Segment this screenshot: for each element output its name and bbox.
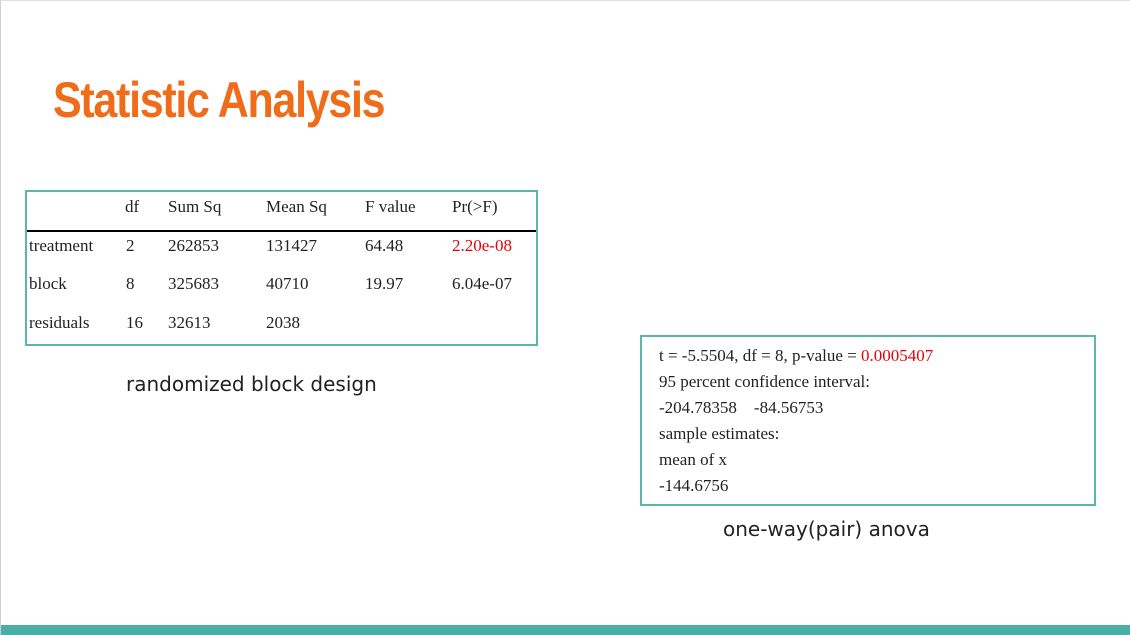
cell-f-value: 64.48 — [365, 236, 404, 255]
header-f-value: F value — [365, 197, 416, 216]
ttest-p-value: 0.0005407 — [861, 346, 934, 365]
cell-df: 2 — [126, 236, 135, 255]
row-label: block — [29, 274, 67, 293]
row-label: treatment — [29, 236, 94, 255]
ttest-statistic-text: t = -5.5504, df = 8, p-value = — [659, 346, 862, 365]
ttest-statistic-line: t = -5.5504, df = 8, p-value = 0.0005407 — [659, 346, 933, 366]
header-sum-sq: Sum Sq — [168, 197, 222, 216]
cell-df: 16 — [126, 313, 143, 332]
ttest-ci-values: -204.78358 -84.56753 — [659, 398, 824, 417]
slide-title: Statistic Analysis — [53, 72, 386, 128]
cell-sum-sq: 325683 — [168, 274, 219, 293]
cell-df: 8 — [126, 274, 135, 293]
ttest-estimate-label: mean of x — [659, 450, 727, 469]
ttest-output-box: t = -5.5504, df = 8, p-value = 0.0005407… — [640, 335, 1096, 506]
cell-mean-sq: 131427 — [266, 236, 317, 255]
cell-p-value: 2.20e-08 — [452, 236, 512, 255]
row-label: residuals — [29, 313, 90, 332]
anova-table: df Sum Sq Mean Sq F value Pr(>F) treatme… — [25, 190, 538, 346]
cell-f-value: 19.97 — [365, 274, 404, 293]
ttest-caption: one-way(pair) anova — [723, 517, 930, 541]
header-p-value: Pr(>F) — [452, 197, 498, 216]
cell-sum-sq: 262853 — [168, 236, 219, 255]
footer-bar — [1, 625, 1130, 635]
cell-p-value: 6.04e-07 — [452, 274, 512, 293]
cell-mean-sq: 2038 — [266, 313, 300, 332]
header-divider — [27, 230, 536, 232]
cell-sum-sq: 32613 — [168, 313, 211, 332]
header-mean-sq: Mean Sq — [266, 197, 327, 216]
ttest-estimates-heading: sample estimates: — [659, 424, 780, 443]
ttest-ci-heading: 95 percent confidence interval: — [659, 372, 870, 391]
anova-caption: randomized block design — [126, 372, 377, 396]
header-df: df — [125, 197, 140, 216]
ttest-estimate-value: -144.6756 — [659, 476, 729, 495]
cell-mean-sq: 40710 — [266, 274, 309, 293]
